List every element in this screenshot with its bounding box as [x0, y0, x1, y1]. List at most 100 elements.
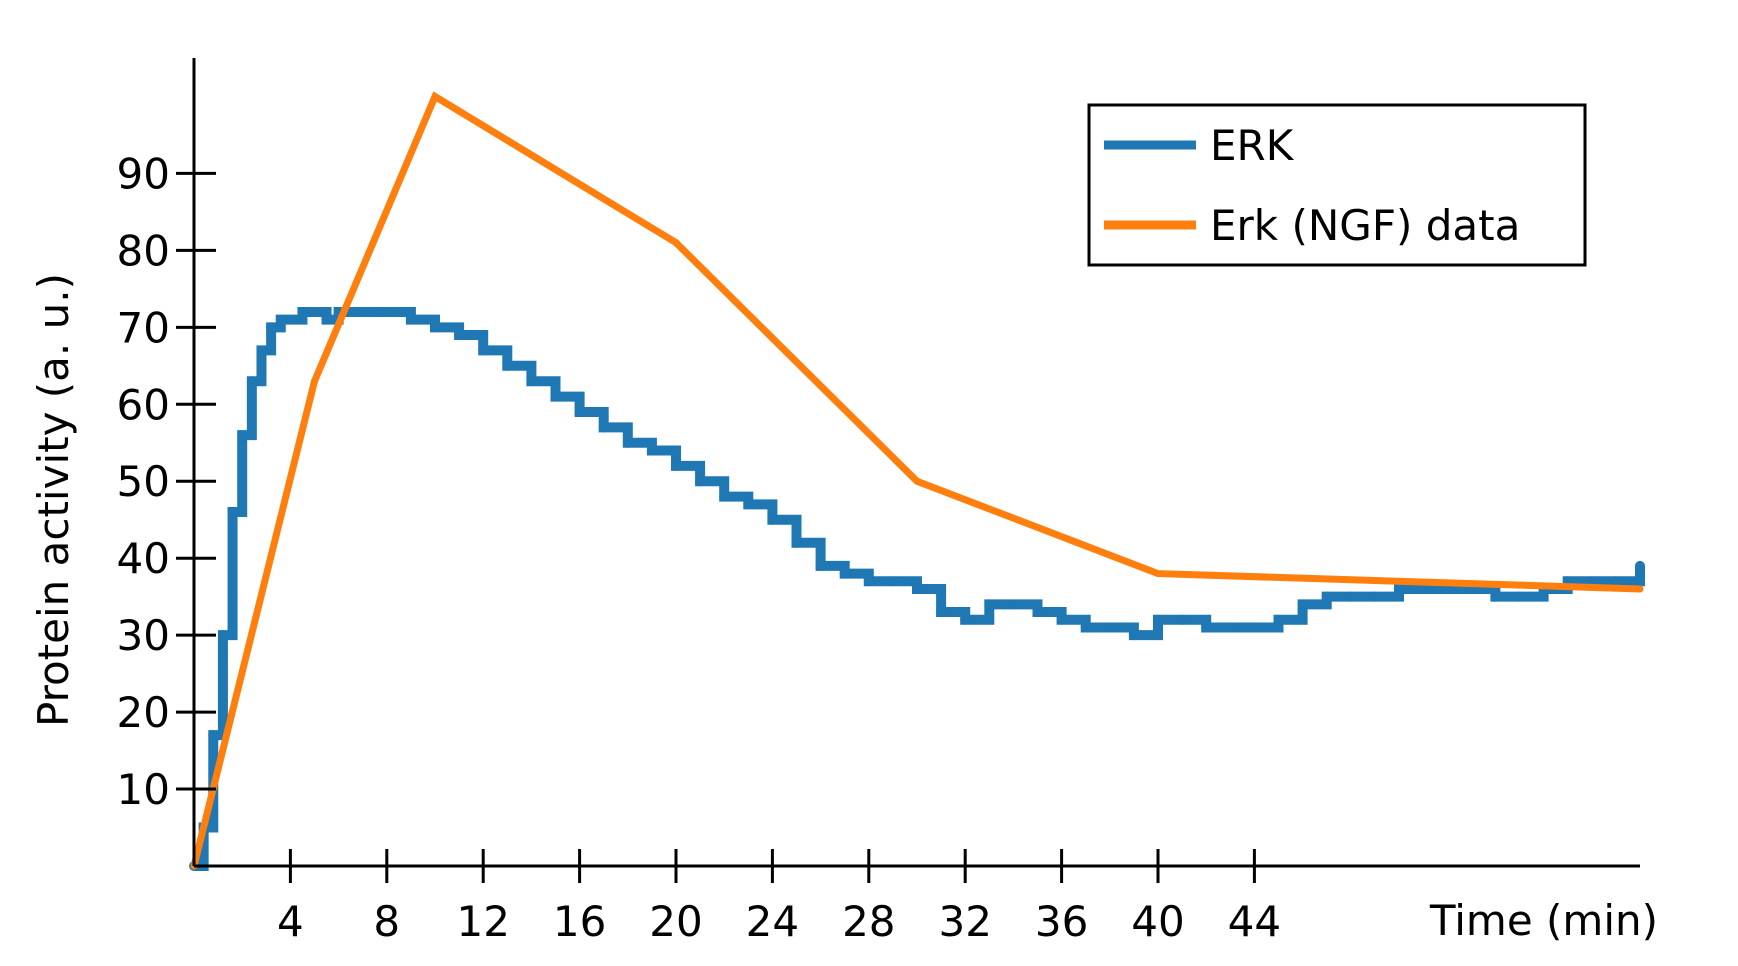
data-point-erk — [984, 599, 995, 610]
data-point-erk — [936, 607, 947, 618]
data-point-erk — [478, 345, 489, 356]
legend: ERK Erk (NGF) data — [1087, 103, 1587, 267]
data-point-erk — [381, 306, 392, 317]
data-point-erk — [1635, 560, 1645, 571]
data-point-erk — [309, 306, 320, 317]
data-point-erk-ngf-data — [1636, 585, 1644, 593]
data-point-erk-ngf-data — [431, 92, 439, 100]
data-point-erk — [321, 314, 332, 325]
data-point-erk — [719, 491, 730, 502]
data-point-erk — [815, 560, 826, 571]
data-point-erk — [622, 437, 633, 448]
x-tick-label-16: 16 — [553, 897, 606, 946]
data-point-erk — [1514, 591, 1525, 602]
data-point-erk — [1586, 576, 1597, 587]
data-point-erk — [839, 568, 850, 579]
data-point-erk — [791, 537, 802, 548]
legend-box — [1087, 103, 1587, 267]
y-tick-label-70: 70 — [117, 303, 170, 352]
x-tick-label-36: 36 — [1035, 897, 1088, 946]
data-point-erk — [266, 322, 277, 333]
x-tick-label-8: 8 — [373, 897, 400, 946]
data-point-erk — [550, 391, 561, 402]
data-point-erk — [502, 360, 513, 371]
data-point-erk — [1249, 622, 1260, 633]
axes-layer — [192, 58, 1640, 868]
data-point-erk — [208, 730, 219, 741]
data-point-erk — [1032, 607, 1043, 618]
data-point-erk — [297, 306, 308, 317]
y-tick-label-30: 30 — [117, 611, 170, 660]
data-point-erk — [1104, 622, 1115, 633]
x-tick-label-40: 40 — [1131, 897, 1184, 946]
data-point-erk — [1321, 591, 1332, 602]
data-point-erk — [526, 376, 537, 387]
data-point-erk — [1080, 622, 1091, 633]
data-point-erk — [285, 314, 296, 325]
data-point-erk — [454, 330, 465, 341]
x-axis-title: Time (min) — [1429, 896, 1658, 945]
x-tick-label-32: 32 — [938, 897, 991, 946]
x-tick-label-24: 24 — [746, 897, 799, 946]
data-point-erk — [405, 314, 416, 325]
x-tick-label-44: 44 — [1228, 897, 1281, 946]
data-point-erk-ngf-data — [672, 239, 680, 247]
legend-label-erk-ngf-data: Erk (NGF) data — [1210, 201, 1520, 250]
data-point-erk — [1201, 622, 1212, 633]
data-point-erk-ngf-data — [311, 377, 318, 385]
data-point-erk — [430, 322, 440, 333]
data-point-erk-ngf-data — [1154, 570, 1162, 578]
data-point-erk — [1008, 599, 1019, 610]
data-point-erk — [275, 314, 286, 325]
data-point-erk — [695, 476, 706, 487]
data-point-erk — [1442, 583, 1453, 594]
x-tick-label-12: 12 — [456, 897, 509, 946]
data-point-erk — [912, 583, 922, 594]
x-tick-label-28: 28 — [842, 897, 895, 946]
y-tick-label-50: 50 — [117, 457, 170, 506]
data-point-erk — [863, 576, 874, 587]
data-point-erk — [743, 499, 754, 510]
data-point-erk — [887, 576, 898, 587]
data-point-erk — [1297, 599, 1308, 610]
data-point-erk — [1610, 576, 1621, 587]
y-tick-label-90: 90 — [117, 149, 170, 198]
data-point-erk — [960, 614, 971, 625]
data-point-erk — [1490, 591, 1501, 602]
data-point-erk — [671, 460, 681, 471]
y-tick-label-80: 80 — [117, 226, 170, 275]
data-point-erk — [237, 430, 248, 441]
y-axis-title: Protein activity (a. u.) — [29, 273, 78, 727]
x-tick-label-4: 4 — [277, 897, 304, 946]
y-tick-label-20: 20 — [117, 688, 170, 737]
data-point-erk — [646, 445, 657, 456]
data-point-erk — [357, 306, 368, 317]
data-point-erk — [1273, 614, 1284, 625]
y-tick-label-10: 10 — [117, 765, 170, 814]
series-layer — [189, 91, 1645, 871]
data-point-erk — [1345, 591, 1356, 602]
y-tick-label-60: 60 — [117, 380, 170, 429]
data-point-erk — [1128, 630, 1139, 641]
data-point-erk-ngf-data — [913, 477, 921, 485]
data-point-erk — [1369, 591, 1380, 602]
data-point-erk — [767, 514, 778, 525]
data-point-erk — [227, 507, 238, 518]
data-point-erk — [256, 345, 267, 356]
series-line-erk — [194, 306, 1645, 871]
data-point-erk — [574, 406, 585, 417]
y-tick-label-40: 40 — [117, 534, 170, 583]
data-point-erk — [598, 422, 609, 433]
x-tick-label-20: 20 — [649, 897, 702, 946]
data-point-erk — [217, 630, 228, 641]
data-point-erk — [1394, 583, 1404, 594]
data-point-erk — [1056, 614, 1067, 625]
ticks-layer: 4 8 12 16 20 24 28 32 36 40 44 10 20 30 40 50 60 70 80 90 — [117, 149, 1282, 946]
data-point-erk — [1177, 614, 1188, 625]
data-point-erk — [1153, 614, 1163, 625]
data-point-erk — [1225, 622, 1236, 633]
data-point-erk — [246, 376, 257, 387]
data-point-erk — [1418, 583, 1429, 594]
legend-label-erk: ERK — [1210, 121, 1295, 170]
